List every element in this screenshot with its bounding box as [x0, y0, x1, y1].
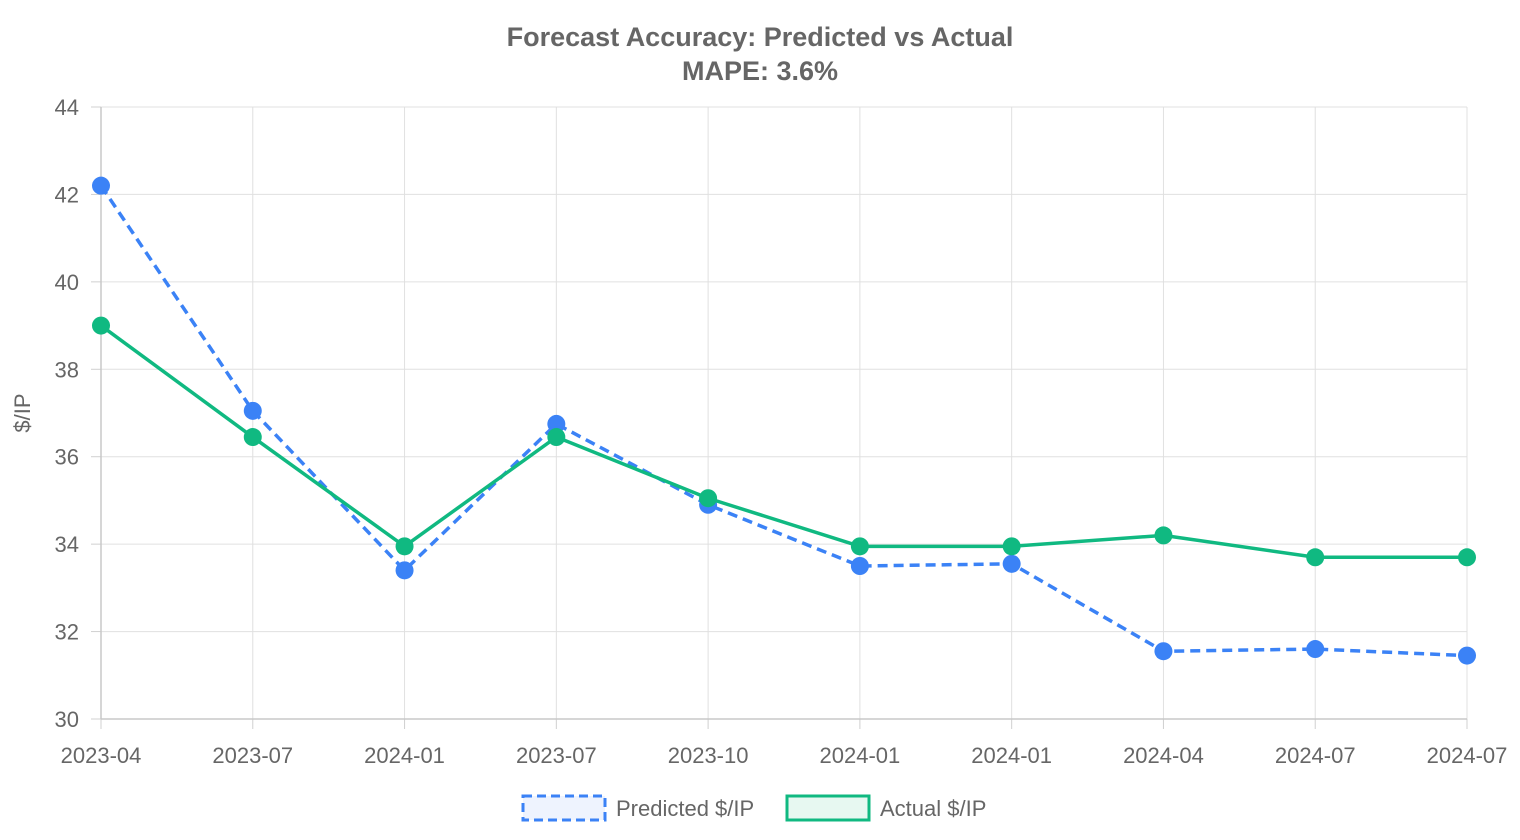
legend-label: Predicted $/IP [616, 796, 754, 821]
y-tick-label: 32 [55, 620, 79, 645]
x-tick-label: 2023-07 [212, 743, 293, 768]
y-axis-title: $/IP [10, 393, 35, 432]
x-tick-label: 2024-07 [1427, 743, 1508, 768]
x-tick-label: 2024-04 [1123, 743, 1204, 768]
data-point[interactable] [850, 557, 869, 575]
legend-swatch [521, 794, 607, 822]
data-point[interactable] [1154, 526, 1173, 545]
series-actual [92, 316, 1476, 567]
chart-title: Forecast Accuracy: Predicted vs Actual [507, 22, 1014, 52]
axes: 30 32 34 36 38 40 42 44 2023-04 2023-07 2024-01 202… [55, 95, 1508, 768]
data-point[interactable] [395, 561, 414, 580]
data-point[interactable] [243, 428, 262, 447]
series-layer [92, 176, 1476, 665]
legend-label: Actual $/IP [880, 796, 986, 821]
series-line [99, 184, 1468, 658]
x-tick-label: 2024-07 [1275, 743, 1356, 768]
series-line [99, 324, 1467, 560]
legend-item-actual[interactable]: Actual $/IP [785, 794, 986, 822]
series-predicted [92, 176, 1476, 665]
data-point[interactable] [1458, 548, 1476, 567]
data-point[interactable] [850, 537, 869, 556]
legend[interactable]: Predicted $/IP Actual $/IP [521, 794, 986, 822]
x-tick-label: 2023-07 [516, 743, 597, 768]
x-tick-label: 2024-01 [364, 743, 445, 768]
data-point[interactable] [243, 401, 262, 420]
data-point[interactable] [1002, 537, 1021, 556]
y-tick-label: 44 [55, 95, 79, 120]
x-tick-label: 2023-10 [668, 743, 749, 768]
legend-item-predicted[interactable]: Predicted $/IP [521, 794, 754, 822]
chart-subtitle: MAPE: 3.6% [682, 56, 838, 86]
data-point[interactable] [92, 176, 110, 195]
x-tick-label: 2023-04 [61, 743, 142, 768]
data-point[interactable] [699, 489, 718, 508]
data-point[interactable] [1458, 646, 1476, 665]
y-tick-label: 40 [55, 270, 79, 295]
data-point[interactable] [1002, 554, 1021, 573]
data-point[interactable] [1154, 642, 1173, 661]
y-tick-label: 36 [55, 445, 79, 470]
data-point[interactable] [547, 414, 566, 433]
y-tick-label: 34 [55, 532, 79, 557]
data-point[interactable] [547, 428, 566, 447]
y-tick-label: 42 [55, 182, 79, 207]
x-tick-label: 2024-01 [820, 743, 901, 768]
data-point[interactable] [395, 537, 414, 556]
legend-swatch [785, 794, 871, 822]
grid [100, 106, 1468, 720]
y-tick-label: 30 [55, 707, 79, 732]
data-point[interactable] [1306, 548, 1325, 567]
data-point[interactable] [1306, 640, 1325, 659]
y-tick-label: 38 [55, 357, 79, 382]
x-tick-label: 2024-01 [971, 743, 1052, 768]
data-point[interactable] [92, 316, 110, 335]
